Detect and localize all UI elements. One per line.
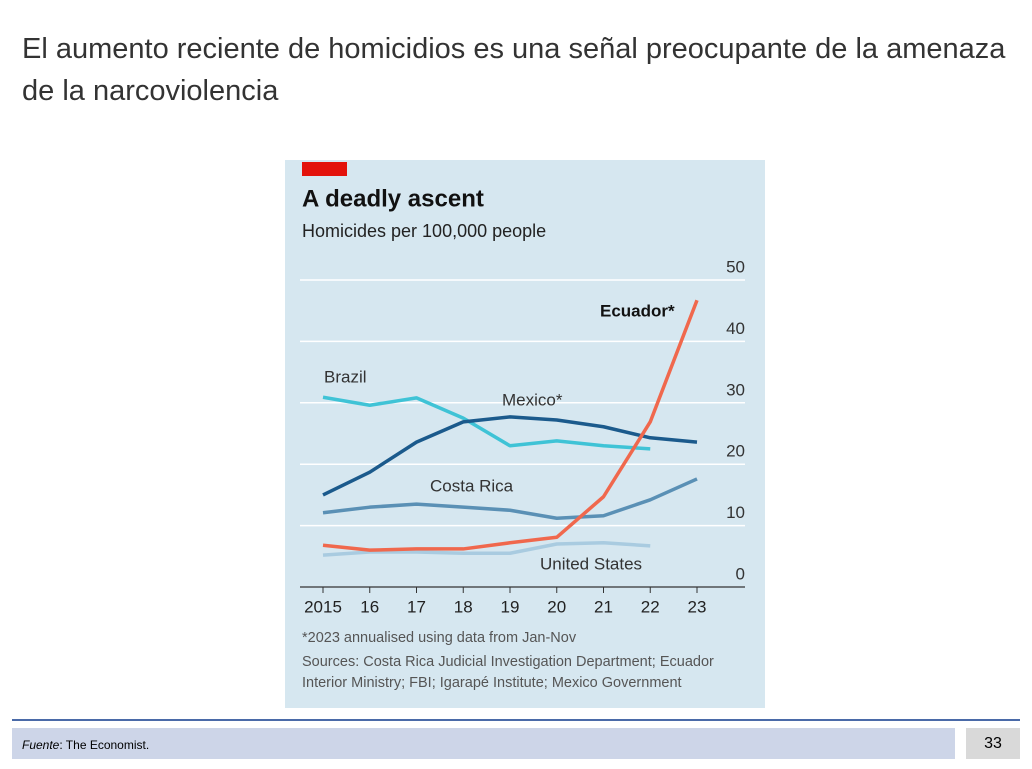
series-line <box>322 299 699 552</box>
series-label: Ecuador* <box>600 301 675 320</box>
footer-bar <box>12 728 955 759</box>
x-tick-label: 2015 <box>304 597 342 616</box>
series-line <box>322 541 651 557</box>
y-tick-label: 10 <box>726 503 745 522</box>
y-tick-label: 50 <box>726 257 745 276</box>
x-tick-label: 16 <box>360 597 379 616</box>
y-tick-label: 30 <box>726 380 745 399</box>
chart-sources: Sources: Costa Rica Judicial Investigati… <box>302 654 714 691</box>
page-number: 33 <box>966 728 1020 759</box>
slide-title: El aumento reciente de homicidios es una… <box>22 33 1006 107</box>
series-line <box>322 415 698 497</box>
x-tick-label: 19 <box>501 597 520 616</box>
source-text: : The Economist. <box>59 738 150 752</box>
y-tick-label: 40 <box>726 319 745 338</box>
x-tick-label: 18 <box>454 597 473 616</box>
x-tick-label: 17 <box>407 597 426 616</box>
chart-panel <box>285 160 765 708</box>
chart-title: A deadly ascent <box>302 185 484 212</box>
series-line <box>322 477 698 520</box>
footer-source: Fuente: The Economist. <box>22 738 149 752</box>
y-tick-label: 20 <box>726 442 745 461</box>
series-label: Costa Rica <box>430 476 514 495</box>
x-tick-label: 21 <box>594 597 613 616</box>
brand-tag <box>302 162 347 176</box>
source-label: Fuente <box>22 738 60 752</box>
chart-subtitle: Homicides per 100,000 people <box>302 221 546 241</box>
series-label: Mexico* <box>502 390 563 409</box>
x-tick-label: 23 <box>688 597 707 616</box>
x-tick-label: 22 <box>641 597 660 616</box>
series-label: Brazil <box>324 367 367 386</box>
x-tick-label: 20 <box>547 597 566 616</box>
chart-note: *2023 annualised using data from Jan-Nov <box>302 630 577 646</box>
series-line <box>322 395 651 451</box>
y-tick-label: 0 <box>736 564 745 583</box>
series-label: United States <box>540 554 642 573</box>
